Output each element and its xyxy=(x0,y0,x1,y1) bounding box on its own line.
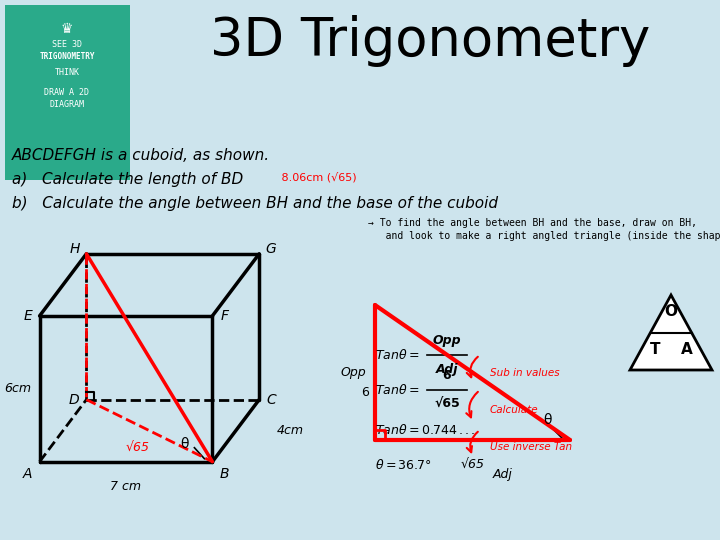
Text: √65: √65 xyxy=(434,398,460,411)
Text: ABCDEFGH is a cuboid, as shown.: ABCDEFGH is a cuboid, as shown. xyxy=(12,148,270,163)
Text: Sub in values: Sub in values xyxy=(490,368,559,377)
Text: F: F xyxy=(220,309,228,323)
Text: b)   Calculate the angle between BH and the base of the cuboid: b) Calculate the angle between BH and th… xyxy=(12,196,498,211)
Text: ♛: ♛ xyxy=(60,22,73,36)
Text: TRIGONOMETRY: TRIGONOMETRY xyxy=(40,52,95,61)
Text: √65: √65 xyxy=(461,458,485,471)
Text: A: A xyxy=(681,342,693,357)
Text: Adj: Adj xyxy=(436,363,458,376)
Text: Calculate: Calculate xyxy=(490,405,539,415)
Text: θ: θ xyxy=(544,413,552,427)
Text: C: C xyxy=(266,393,276,407)
Text: E: E xyxy=(23,309,32,323)
Text: A: A xyxy=(23,467,32,481)
Text: 7 cm: 7 cm xyxy=(110,480,142,492)
Text: SEE 3D: SEE 3D xyxy=(52,40,82,49)
Text: $Tan\theta =$: $Tan\theta =$ xyxy=(375,383,420,397)
Text: $Tan\theta = 0.744\,...$: $Tan\theta = 0.744\,...$ xyxy=(375,423,475,437)
Text: D: D xyxy=(69,393,80,407)
Text: Adj: Adj xyxy=(492,468,513,481)
Bar xyxy=(5,5,130,180)
Text: 4cm: 4cm xyxy=(277,424,304,437)
Text: G: G xyxy=(266,242,276,256)
Text: B: B xyxy=(220,467,229,481)
Text: H: H xyxy=(69,242,80,256)
Text: THINK: THINK xyxy=(55,68,79,77)
Text: $Tan\theta =$: $Tan\theta =$ xyxy=(375,348,420,362)
Text: 6: 6 xyxy=(443,369,451,382)
Polygon shape xyxy=(630,295,712,370)
Text: 6cm: 6cm xyxy=(4,382,31,395)
Text: Use inverse Tan: Use inverse Tan xyxy=(490,442,572,453)
Text: Opp: Opp xyxy=(433,334,462,347)
Text: $\theta = 36.7°$: $\theta = 36.7°$ xyxy=(375,458,432,472)
Text: and look to make a right angled triangle (inside the shape): and look to make a right angled triangle… xyxy=(368,231,720,241)
Text: 3D Trigonometry: 3D Trigonometry xyxy=(210,15,650,67)
Text: O: O xyxy=(665,304,678,319)
Text: θ: θ xyxy=(180,437,189,451)
Text: 6: 6 xyxy=(361,386,369,399)
Text: DRAW A 2D: DRAW A 2D xyxy=(45,88,89,97)
Text: DIAGRAM: DIAGRAM xyxy=(50,100,84,109)
Text: a)   Calculate the length of BD: a) Calculate the length of BD xyxy=(12,172,243,187)
Text: T: T xyxy=(649,342,660,357)
Text: Opp: Opp xyxy=(340,366,366,379)
Text: → To find the angle between BH and the base, draw on BH,: → To find the angle between BH and the b… xyxy=(368,218,697,228)
Text: 8.06cm (√65): 8.06cm (√65) xyxy=(278,172,356,183)
Text: √65: √65 xyxy=(125,441,150,454)
